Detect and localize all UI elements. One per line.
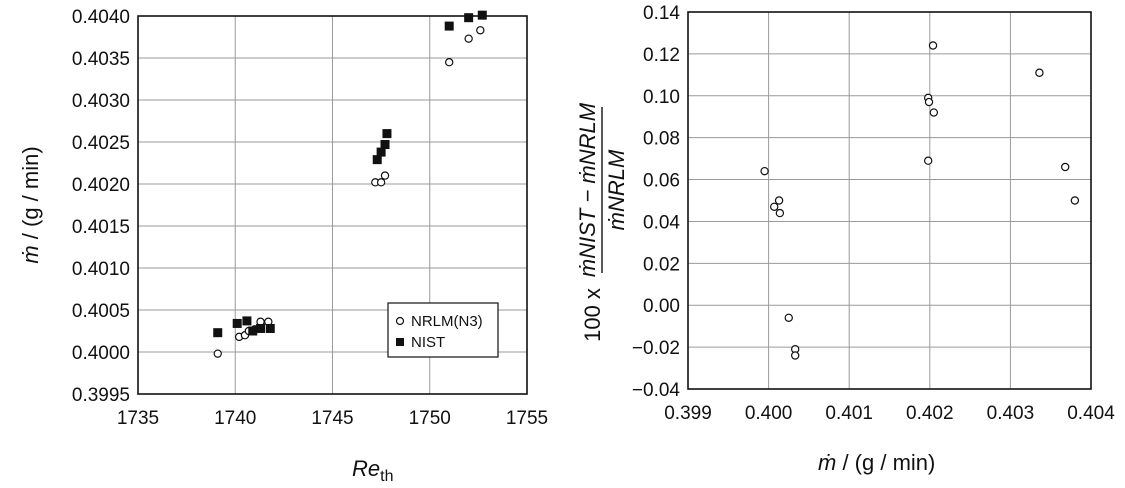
right-point (770, 202, 779, 211)
right-x-axis-label-mdot: ṁ (818, 450, 836, 475)
left-y-axis-label-rest: / (g / min) (18, 146, 43, 245)
left-point-nist (232, 318, 242, 328)
right-y-axis-label-prefix: 100 x (580, 288, 605, 342)
right-x-tick-label: 0.403 (987, 403, 1035, 424)
right-x-axis-label-rest: / (g / min) (836, 450, 935, 475)
right-y-tick-label: 0.06 (643, 171, 680, 192)
right-y-tick-label: 0.04 (643, 212, 680, 233)
right-y-axis-label: 100 x ṁNIST − ṁNRLM ṁNRLM (575, 102, 629, 342)
right-point (1061, 162, 1070, 172)
legend-box (387, 302, 499, 358)
left-point-nist (382, 129, 392, 139)
left-point-nrlm (376, 178, 386, 187)
legend-label-nist: NIST (411, 334, 445, 351)
left-y-tick-label: 0.4015 (72, 217, 130, 238)
left-point-nist (372, 155, 382, 165)
right-point (784, 313, 793, 322)
left-point-nist (477, 10, 487, 20)
left-point-nist (464, 13, 474, 23)
right-x-tick-label: 0.404 (1067, 403, 1115, 424)
left-x-tick-label: 1745 (311, 408, 353, 429)
left-y-tick-label: 0.3995 (72, 385, 130, 406)
left-y-tick-label: 0.4035 (72, 49, 130, 70)
right-point (760, 166, 769, 176)
left-chart: 1735 1740 1745 1750 1755 0.3995 0.4000 0.4005 0.… (18, 7, 548, 485)
right-chart: 0.399 0.400 0.401 0.402 0.403 0.404 −0.04 −0.02… (575, 3, 1115, 475)
right-x-tick-label: 0.399 (664, 403, 712, 424)
left-point-nist (242, 316, 252, 326)
left-y-tick-label: 0.4020 (72, 175, 130, 196)
left-point-nrlm (445, 58, 454, 67)
left-x-tick-label: 1735 (117, 408, 159, 429)
left-y-axis-label-mdot: ṁ (18, 245, 43, 263)
left-point-nrlm (213, 349, 222, 358)
legend: NRLM(N3) NIST (387, 302, 499, 358)
left-x-tick-label: 1755 (506, 408, 548, 429)
left-y-axis-label: ṁ / (g / min) (18, 146, 43, 263)
left-point-nist (376, 147, 386, 157)
right-y-axis-label-denominator: ṁNRLM (604, 149, 629, 230)
left-point-nrlm (476, 26, 485, 35)
right-y-tick-label: −0.02 (632, 338, 680, 359)
legend-marker-nist (396, 338, 404, 346)
right-point (929, 108, 939, 117)
left-x-tick-label: 1750 (409, 408, 451, 429)
left-y-tick-label: 0.4030 (72, 91, 130, 112)
legend-label-nrlm: NRLM(N3) (411, 313, 483, 330)
legend-marker-nrlm (395, 316, 405, 326)
left-point-nist (248, 326, 258, 336)
left-y-tick-label: 0.4025 (72, 133, 130, 154)
right-y-tick-label: 0.12 (643, 45, 680, 66)
left-point-nist (265, 323, 275, 333)
right-x-tick-label: 0.401 (825, 403, 873, 424)
left-x-axis-label-main: Re (352, 456, 380, 481)
right-x-axis-label: ṁ / (g / min) (818, 450, 935, 475)
right-point (775, 208, 785, 218)
right-y-tick-label: 0.14 (643, 3, 680, 24)
left-plot-frame (137, 15, 528, 395)
right-y-tick-label: 0.00 (643, 296, 680, 317)
right-point (928, 41, 938, 50)
left-y-tick-label: 0.4005 (72, 301, 130, 322)
left-y-tick-label: 0.4000 (72, 343, 130, 364)
right-point (1035, 68, 1044, 77)
left-point-nist (213, 328, 223, 338)
left-point-nrlm (464, 34, 473, 43)
right-plot-frame (687, 11, 1092, 390)
right-point (790, 351, 800, 360)
left-point-nrlm (380, 171, 390, 180)
right-y-tick-label: 0.08 (643, 129, 680, 150)
left-x-tick-label: 1740 (214, 408, 256, 429)
right-y-axis-label-numerator: ṁNIST − ṁNRLM (575, 102, 600, 277)
right-y-tick-label: 0.02 (643, 254, 680, 275)
right-point (1070, 196, 1080, 205)
left-point-nist (256, 323, 266, 333)
right-point (924, 97, 934, 107)
right-x-tick-label: 0.402 (906, 403, 954, 424)
left-point-nist (444, 21, 454, 31)
left-x-axis-label: Reth (352, 456, 393, 485)
right-x-tick-label: 0.400 (745, 403, 793, 424)
right-point (774, 196, 784, 205)
left-x-axis-label-sub: th (380, 468, 393, 485)
left-y-tick-label: 0.4040 (72, 7, 130, 28)
right-y-tick-label: −0.04 (632, 380, 681, 401)
right-y-tick-label: 0.10 (643, 87, 680, 108)
left-y-tick-label: 0.4010 (72, 259, 130, 280)
right-point (923, 156, 933, 165)
left-point-nist (380, 140, 390, 150)
